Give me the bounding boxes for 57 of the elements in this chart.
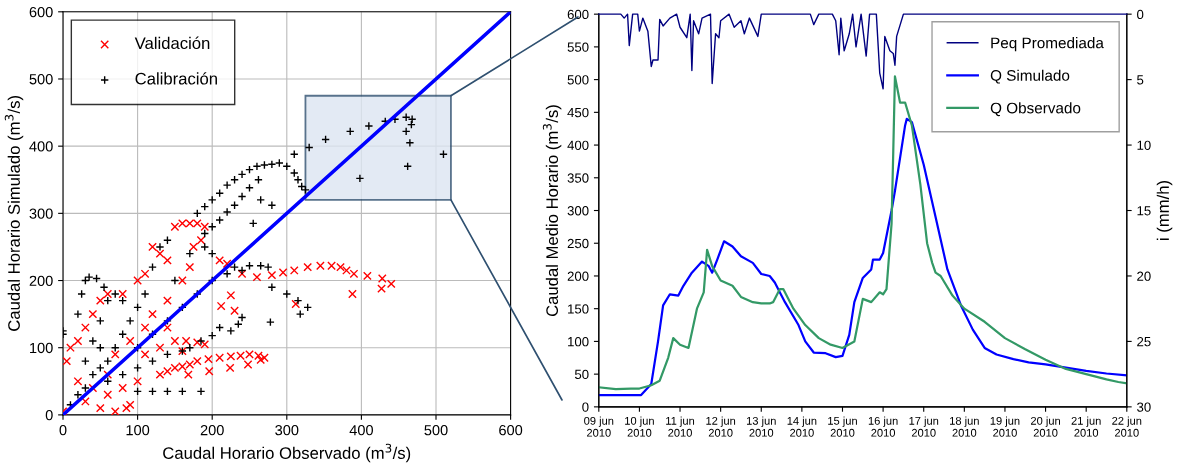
legend-label: Q Simulado: [990, 69, 1070, 84]
x-tick-label: 15 jun 2010: [828, 416, 857, 437]
y2-tick-label: 25: [1137, 336, 1151, 347]
y-tick-label: 150: [568, 304, 589, 314]
x-tick-label: 12 jun 2010: [706, 416, 736, 437]
x-tick-label: 200: [200, 425, 224, 436]
legend-label: Validación: [134, 36, 210, 50]
x-tick-label: 16 jun 2010: [868, 416, 898, 437]
y-tick-label: 350: [567, 173, 589, 183]
line-series: [598, 13, 1128, 90]
y2-tick-label: 30: [1137, 402, 1151, 412]
x-tick-label: 500: [424, 425, 448, 436]
x-tick-label: 22 jun 2010: [1112, 416, 1142, 437]
x-tick-label: 300: [275, 425, 299, 436]
y2-axis-title: i (mm/h): [1156, 180, 1173, 240]
x-tick-label: 100: [126, 425, 150, 436]
x-axis-title: Caudal Horario Observado (m$^{3}$/s): [163, 443, 411, 463]
y-tick-label: 100: [568, 336, 589, 347]
y-tick-label: 400: [29, 141, 53, 152]
legend-label: Q Observado: [990, 102, 1081, 117]
y-tick-label: 450: [567, 107, 589, 118]
y-tick-label: 200: [29, 275, 53, 286]
y-tick-label: 550: [567, 42, 589, 52]
x-tick-label: 0: [59, 425, 67, 436]
y-tick-label: 600: [29, 6, 53, 18]
y-tick-label: 300: [29, 208, 53, 219]
y-tick-label: 0: [582, 402, 589, 412]
y-axis-title: Caudal Medio Horario (m$^{3}$/s): [542, 105, 562, 317]
y-tick-label: 250: [567, 238, 589, 249]
y2-tick-label: 0: [1137, 9, 1144, 20]
x-tick-label: 400: [349, 425, 373, 436]
x-tick-label: 14 jun 2010: [787, 416, 817, 437]
x-tick-label: 13 jun 2010: [746, 416, 776, 437]
y-axis-title: Caudal Horario Simulado (m$^{3}$/s): [4, 95, 24, 331]
y-tick-label: 500: [567, 75, 589, 85]
x-tick-label: 10 jun 2010: [625, 416, 654, 437]
y2-tick-label: 10: [1137, 140, 1151, 150]
y-tick-label: 50: [574, 369, 589, 380]
x-tick-label: 11 jun 2010: [666, 416, 695, 437]
y2-tick-label: 5: [1137, 75, 1144, 85]
x-tick-label: 19 jun 2010: [990, 416, 1020, 437]
y2-tick-label: 20: [1137, 271, 1151, 281]
legend-label: Peq Promediada: [991, 37, 1104, 52]
y-tick-label: 100: [30, 342, 53, 354]
x-tick-label: 18 jun 2010: [950, 416, 979, 437]
legend-label: Calibración: [135, 72, 217, 85]
y-tick-label: 500: [29, 74, 53, 85]
y-tick-label: 200: [567, 271, 589, 281]
y-tick-label: 600: [567, 9, 589, 20]
y-tick-label: 400: [567, 140, 589, 150]
x-tick-label: 20 jun 2010: [1030, 416, 1060, 437]
x-tick-label: 17 jun 2010: [909, 416, 939, 437]
x-tick-label: 600: [499, 425, 523, 436]
x-tick-label: 09 jun 2010: [584, 416, 614, 437]
y2-tick-label: 15: [1137, 206, 1151, 216]
y-tick-label: 300: [567, 206, 589, 216]
x-tick-label: 21 jun 2010: [1071, 416, 1101, 437]
